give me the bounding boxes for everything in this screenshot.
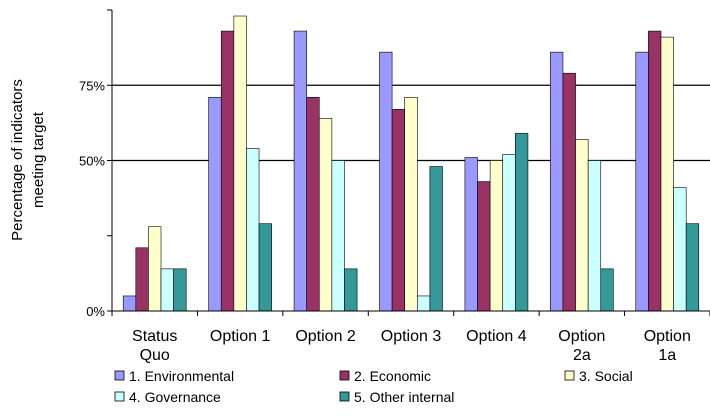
legend-item: 3. Social — [564, 368, 633, 384]
bar — [258, 223, 272, 312]
legend-item: 5. Other internal — [339, 389, 454, 405]
bar — [148, 226, 162, 312]
x-tick-label: Option 4 — [466, 328, 527, 345]
legend-swatch — [114, 370, 125, 381]
bar — [550, 51, 564, 312]
x-tick-label: 1a — [658, 347, 676, 364]
bar — [208, 96, 222, 312]
legend-swatch — [339, 370, 350, 381]
legend-item: 1. Environmental — [114, 368, 234, 384]
x-tick-label: Status — [132, 328, 177, 345]
bar — [331, 160, 345, 312]
bar — [575, 139, 589, 312]
bar — [489, 160, 504, 312]
y-tick-label: 50% — [79, 154, 105, 169]
legend-label: 1. Environmental — [129, 368, 234, 384]
x-tick-labels: Status Quo Option 1 Option 2 Option 3 Option … — [132, 328, 691, 364]
bar — [160, 268, 174, 312]
bar — [220, 30, 235, 312]
bar — [477, 181, 491, 312]
x-tick-label: Option — [558, 328, 605, 345]
bar — [173, 268, 187, 312]
bar — [464, 157, 478, 312]
bar — [685, 223, 700, 312]
y-axis-label-line: Percentage of indicators — [9, 79, 26, 241]
x-tick-label: Option 2 — [295, 328, 356, 345]
bar — [587, 160, 602, 312]
bar — [233, 15, 247, 312]
legend-swatch — [114, 391, 125, 402]
legend-swatch — [564, 370, 575, 381]
x-tick-label: Option — [644, 328, 691, 345]
bar — [293, 30, 307, 312]
bar — [246, 148, 260, 312]
legend-item: 2. Economic — [339, 368, 431, 384]
bar — [635, 51, 649, 312]
legend-label: 5. Other internal — [354, 389, 454, 405]
bar — [648, 30, 662, 312]
legend-label: 4. Governance — [129, 389, 221, 405]
bar — [429, 166, 443, 312]
y-tick-label: 0% — [86, 304, 105, 319]
bar — [379, 51, 393, 312]
y-axis-label: Percentage of indicators meeting target — [9, 79, 47, 241]
legend-item: 4. Governance — [114, 389, 221, 405]
legend-label: 2. Economic — [354, 368, 431, 384]
y-axis-label-line: meeting target — [30, 111, 47, 208]
bar — [416, 295, 431, 312]
bars — [122, 15, 700, 312]
bar — [502, 154, 516, 312]
bar — [122, 295, 137, 312]
y-tick-labels: 0% 50% 75% — [79, 78, 105, 319]
y-tick-label: 75% — [79, 78, 105, 93]
x-tick-label: Option 3 — [381, 328, 442, 345]
x-tick-label: 2a — [573, 347, 591, 364]
bar — [391, 109, 406, 312]
x-tick-label: Option 1 — [210, 328, 271, 345]
bar — [660, 36, 674, 312]
legend-label: 3. Social — [579, 368, 633, 384]
bar — [562, 72, 576, 312]
axes — [107, 9, 710, 316]
bar — [344, 268, 358, 312]
bar — [673, 187, 687, 312]
legend: 1. Environmental 2. Economic 3. Social 4. G… — [114, 368, 633, 405]
bar — [135, 247, 149, 312]
bar — [404, 96, 418, 312]
bar — [318, 118, 333, 312]
legend-swatch — [339, 391, 350, 402]
x-tick-label: Quo — [140, 347, 170, 364]
bar — [515, 133, 529, 312]
bar — [306, 96, 320, 312]
bar — [600, 268, 614, 312]
